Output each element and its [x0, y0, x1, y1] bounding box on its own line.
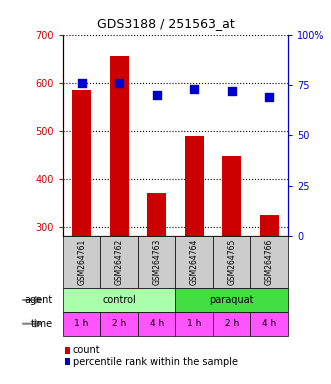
Bar [72, 90, 91, 371]
Text: GSM264766: GSM264766 [265, 239, 274, 285]
Text: count: count [73, 345, 100, 355]
Text: paraquat: paraquat [210, 295, 254, 305]
Text: control: control [102, 295, 136, 305]
Bar [147, 193, 166, 371]
Bar [260, 215, 279, 371]
Bar [110, 56, 128, 371]
Text: 2 h: 2 h [224, 319, 239, 328]
Text: GSM264762: GSM264762 [115, 239, 124, 285]
Text: 1 h: 1 h [187, 319, 201, 328]
Bar [185, 136, 204, 371]
Text: 2 h: 2 h [112, 319, 126, 328]
Bar [222, 156, 241, 371]
Text: percentile rank within the sample: percentile rank within the sample [73, 357, 238, 367]
Text: 4 h: 4 h [150, 319, 164, 328]
Text: GSM264761: GSM264761 [77, 239, 86, 285]
Point [117, 80, 122, 86]
Text: GDS3188 / 251563_at: GDS3188 / 251563_at [97, 17, 234, 30]
Text: 1 h: 1 h [74, 319, 89, 328]
Text: agent: agent [25, 295, 53, 305]
Text: GSM264763: GSM264763 [152, 239, 161, 285]
Text: GSM264765: GSM264765 [227, 239, 236, 285]
Text: 4 h: 4 h [262, 319, 276, 328]
Point [229, 88, 234, 94]
Text: GSM264764: GSM264764 [190, 239, 199, 285]
Text: time: time [31, 319, 53, 329]
Point [192, 86, 197, 92]
Point [154, 92, 159, 98]
Point [79, 80, 84, 86]
Point [266, 94, 272, 100]
